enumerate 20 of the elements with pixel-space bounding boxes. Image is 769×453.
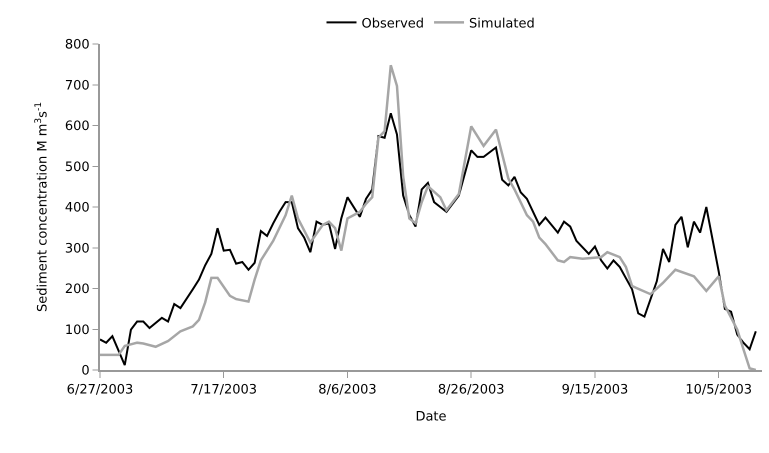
x-axis-title: Date xyxy=(415,409,447,424)
y-tick-label: 500 xyxy=(64,160,90,175)
y-tick-label: 300 xyxy=(64,241,90,256)
y-tick-label: 400 xyxy=(64,200,90,216)
x-tick-label: 10/5/2003 xyxy=(685,382,752,398)
y-tick-label: 600 xyxy=(64,119,90,134)
y-tick-label: 200 xyxy=(64,282,90,298)
line-series xyxy=(100,64,758,370)
legend-label: Simulated xyxy=(469,16,535,32)
line-series xyxy=(100,112,757,366)
legend-label: Observed xyxy=(362,16,424,32)
x-tick-label: 9/15/2003 xyxy=(562,382,628,398)
x-tick-label: 8/6/2003 xyxy=(318,382,377,398)
y-tick-label: 700 xyxy=(64,78,90,94)
x-tick-label: 8/26/2003 xyxy=(438,382,505,398)
y-tick-label: 0 xyxy=(81,364,90,379)
x-tick-label: 7/17/2003 xyxy=(190,382,258,398)
y-tick-label: 100 xyxy=(64,322,90,338)
x-tick-label: 6/27/2003 xyxy=(66,382,134,398)
y-tick-label: 800 xyxy=(64,38,90,53)
